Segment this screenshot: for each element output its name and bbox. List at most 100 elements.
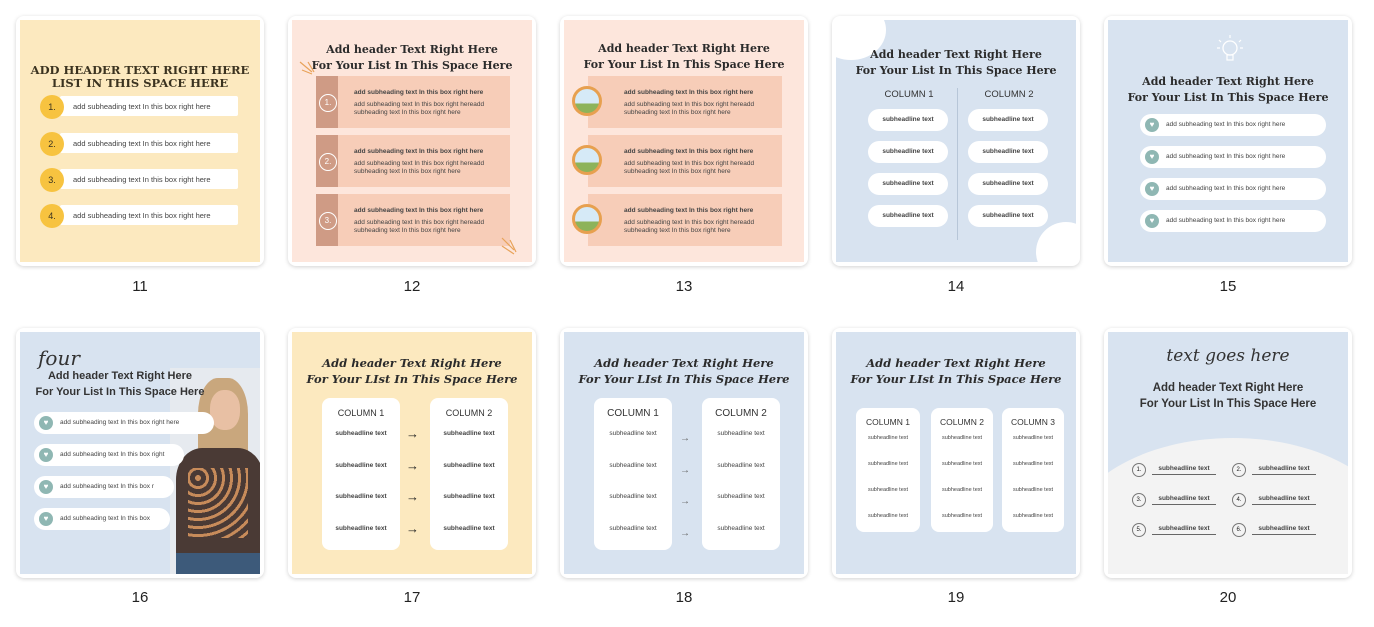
number-badge: 4. — [1232, 493, 1246, 507]
card-header-line1: Add header Text Right Here — [322, 356, 502, 370]
list-item-text: subheadline text — [867, 435, 909, 441]
card-header-line2: For Your List In This Space Here — [1127, 91, 1329, 104]
column-box: COLUMN 2 subheadline text subheadline te… — [702, 398, 780, 550]
number-badge: 2. — [1232, 463, 1246, 477]
list-item-text: add subheading text In this box right he… — [1166, 217, 1286, 224]
list-item-box — [60, 169, 238, 189]
sparkle-icon — [501, 237, 517, 255]
number-badge: 1. — [1132, 463, 1146, 477]
template-card-18[interactable]: Add header Text Right Here For Your LIst… — [560, 328, 808, 578]
list-item-text: add subheading text In this box right he… — [354, 160, 485, 167]
template-card-19[interactable]: Add header Text Right Here For Your LIst… — [832, 328, 1080, 578]
script-heading: text goes here — [1166, 346, 1290, 366]
column-box: COLUMN 1 subheadline text subheadline te… — [322, 398, 400, 550]
sparkle-icon — [299, 61, 315, 75]
card-header-line1: Add header Text Right Here — [866, 356, 1046, 370]
lightbulb-icon — [1217, 35, 1243, 61]
list-item-box — [588, 194, 782, 246]
list-item-text: subheadline text — [982, 212, 1034, 219]
card-header-line2: For Your List In This Space Here — [1139, 398, 1317, 410]
list-item-text: subheadline text — [443, 462, 495, 469]
arrow-right-icon: → — [406, 426, 419, 441]
list-item-text: subheadline text — [982, 180, 1034, 187]
column-box: COLUMN 3 subheadline text subheadline te… — [1002, 408, 1064, 532]
template-card-11[interactable]: ADD HEADER TEXT RIGHT HERE LIST IN THIS … — [16, 16, 264, 266]
list-item-text: subheadline text — [867, 487, 909, 493]
list-item-text: subheadline text — [443, 525, 495, 532]
face-shape — [210, 390, 240, 430]
arrow-right-icon: → — [406, 458, 419, 473]
list-item-text: subheadline text — [941, 461, 983, 467]
template-card-12[interactable]: Add header Text Right Here For Your List… — [288, 16, 536, 266]
list-item-text: subheadline text — [867, 461, 909, 467]
bottom-wave — [1108, 438, 1348, 574]
list-item-title: add subheading text In this box right he… — [354, 207, 484, 214]
template-number: 14 — [947, 278, 965, 295]
template-card-14[interactable]: Add header Text Right Here For Your List… — [832, 16, 1080, 266]
column-box: COLUMN 2 subheadline text subheadline te… — [931, 408, 993, 532]
template-card-16[interactable]: four Add header Text Right Here For Your… — [16, 328, 264, 578]
list-item-pill — [1140, 210, 1326, 232]
card-header-line1: Add header Text Right Here — [47, 370, 193, 382]
template-card-17[interactable]: Add header Text Right Here For Your LIst… — [288, 328, 536, 578]
template-number: 17 — [403, 589, 421, 606]
list-item-title: add subheading text In this box right he… — [624, 207, 754, 214]
template-card-13[interactable]: Add header Text Right Here For Your List… — [560, 16, 808, 266]
number-badge: 4. — [40, 204, 64, 228]
card-header-line2: For Your List In This Space Here — [583, 58, 785, 71]
card-header-line2: LIST IN THIS SPACE HERE — [51, 76, 229, 90]
arrow-right-icon: → — [406, 489, 419, 504]
list-item-text: add subheading text In this box right he… — [73, 139, 211, 148]
list-item-text: subheading text In this box right here — [624, 109, 731, 116]
template-number: 11 — [132, 278, 148, 295]
list-item-text: subheadline text — [1252, 465, 1316, 475]
jeans-shape — [176, 553, 260, 574]
list-item-text: subheadline text — [867, 513, 909, 519]
list-item-text: subheadline text — [609, 525, 657, 532]
list-item-title: add subheading text In this box right he… — [354, 148, 484, 155]
template-card-20[interactable]: text goes here Add header Text Right Her… — [1104, 328, 1352, 578]
heart-icon: ♥ — [39, 480, 53, 494]
list-item-title: add subheading text In this box right he… — [624, 148, 754, 155]
heart-icon: ♥ — [39, 416, 53, 430]
number-badge: 2. — [40, 132, 64, 156]
template-number: 19 — [947, 589, 965, 606]
card-header-line1: Add header Text Right Here — [594, 356, 774, 370]
list-item-text: subheading text In this box right here — [624, 168, 731, 175]
column-box: COLUMN 1 subheadline text subheadline te… — [856, 408, 920, 532]
list-item-text: subheadline text — [717, 493, 765, 500]
pattern-shape — [188, 468, 248, 538]
column-title: COLUMN 2 — [984, 89, 1034, 100]
card-header-line1: ADD HEADER TEXT RIGHT HERE — [30, 63, 250, 77]
list-item-pill — [34, 412, 214, 434]
landscape-icon — [572, 145, 602, 175]
list-item-text: subheadline text — [1012, 435, 1054, 441]
list-item-text: subheadline text — [717, 462, 765, 469]
column-title: COLUMN 2 — [715, 408, 767, 419]
list-item-text: subheadline text — [882, 180, 934, 187]
list-item-text: add subheading text In this box right he… — [1166, 185, 1286, 192]
card-header-line2: For Your LIst In This Space Here — [306, 372, 518, 386]
card-header-line2: For Your LIst In This Space Here — [578, 372, 790, 386]
card-header-line1: Add header Text Right Here — [1152, 382, 1304, 394]
template-number: 16 — [131, 589, 149, 606]
list-item-text: subheadline text — [443, 430, 495, 437]
landscape-icon — [572, 86, 602, 116]
list-item-text: subheadline text — [609, 430, 657, 437]
column-divider — [957, 88, 958, 240]
list-item-text: add subheading text In this box r — [60, 483, 154, 490]
template-card-15[interactable]: Add header Text Right Here For Your List… — [1104, 16, 1352, 266]
list-item-text: subheadline text — [882, 212, 934, 219]
list-item-text: subheading text In this box right here — [354, 109, 461, 116]
list-item-text: subheadline text — [982, 116, 1034, 123]
arrow-right-icon: → — [406, 521, 419, 536]
list-item-text: subheadline text — [335, 493, 387, 500]
column-title: COLUMN 2 — [445, 408, 493, 418]
list-item-text: subheadline text — [443, 493, 495, 500]
number-badge: 1. — [319, 94, 337, 112]
list-item-title: add subheading text In this box right he… — [354, 89, 484, 96]
list-item-box — [60, 133, 238, 153]
list-item-text: subheadline text — [1152, 525, 1216, 535]
list-item-box — [60, 205, 238, 225]
card-header-line2: For Your List In This Space Here — [35, 386, 205, 398]
